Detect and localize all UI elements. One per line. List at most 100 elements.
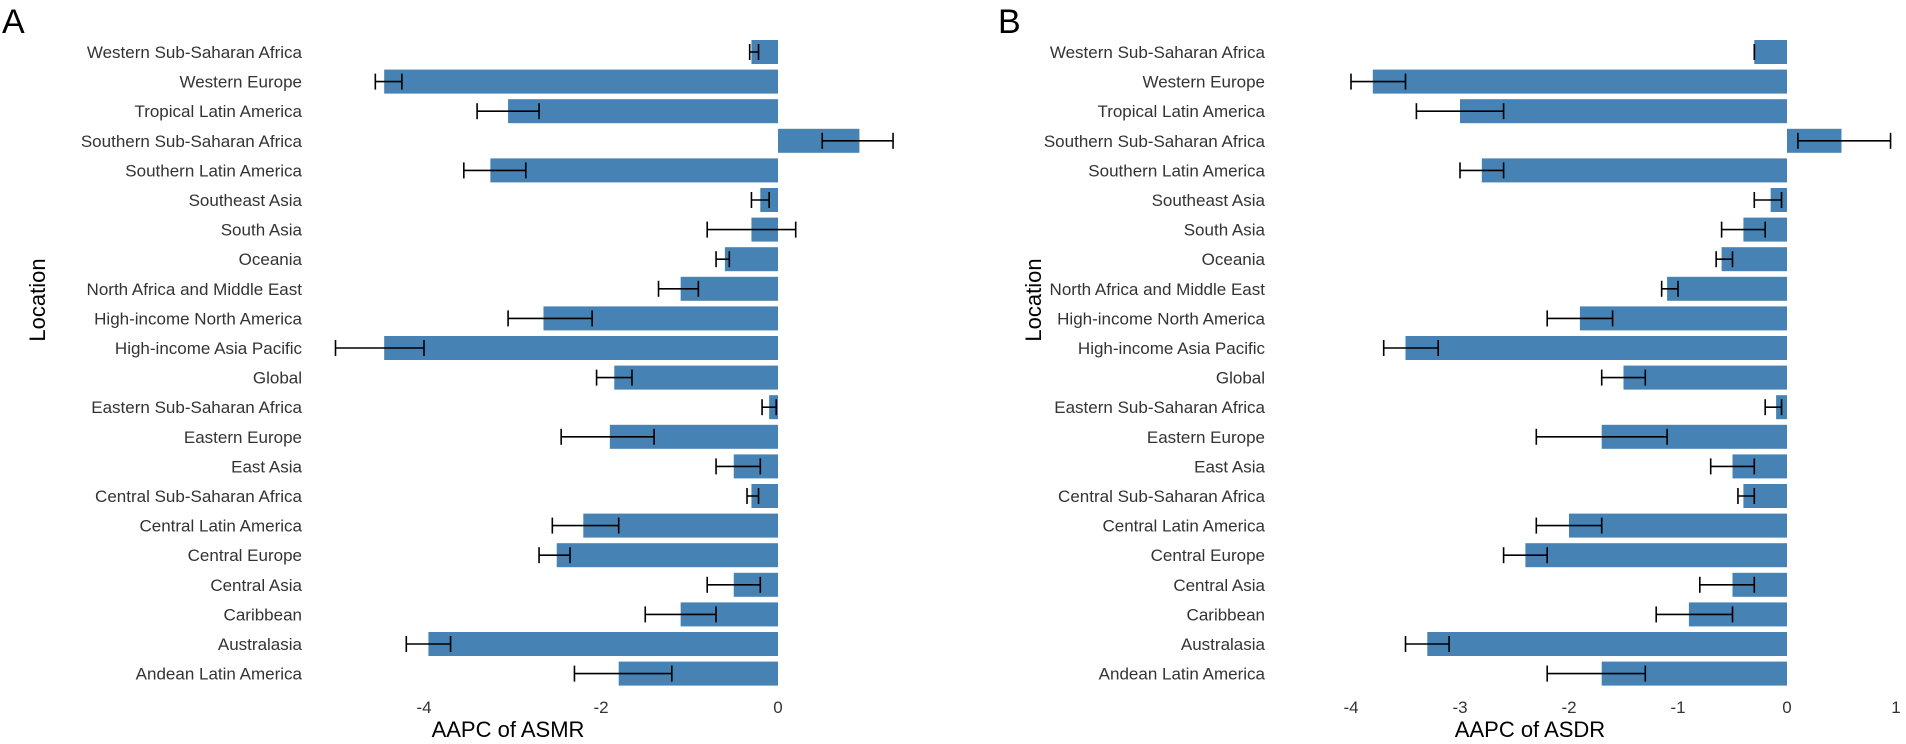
error-bar xyxy=(1382,340,1439,356)
category-label: Oceania xyxy=(1202,250,1266,269)
category-label: Central Sub-Saharan Africa xyxy=(1058,487,1265,506)
error-bar xyxy=(657,280,700,297)
error-bar xyxy=(1709,458,1756,475)
y-axis-title: Location xyxy=(1021,258,1046,341)
category-label: Andean Latin America xyxy=(1099,665,1266,684)
error-bar xyxy=(551,517,620,534)
error-bar xyxy=(746,488,760,504)
error-bar xyxy=(1737,488,1756,504)
error-bar xyxy=(1546,665,1647,682)
x-tick-label: -3 xyxy=(1452,698,1467,717)
error-bar xyxy=(538,547,571,564)
category-label: Central Latin America xyxy=(1102,517,1265,536)
bar xyxy=(724,247,778,272)
error-bar xyxy=(1600,369,1647,386)
error-bar xyxy=(463,162,527,179)
error-bar xyxy=(821,132,894,149)
category-label: East Asia xyxy=(231,457,302,476)
error-bar xyxy=(476,103,540,120)
category-label: Southern Latin America xyxy=(125,161,302,180)
category-label: Andean Latin America xyxy=(136,665,303,684)
bar xyxy=(508,99,778,124)
error-bar xyxy=(1797,132,1892,149)
error-bar xyxy=(334,340,425,356)
x-tick-label: -1 xyxy=(1670,698,1685,717)
x-axis-title: AAPC of ASDR xyxy=(1455,717,1605,742)
bar xyxy=(1754,40,1787,64)
error-bar xyxy=(1350,73,1407,90)
category-label: Southern Sub-Saharan Africa xyxy=(1044,132,1266,151)
bar xyxy=(384,69,778,94)
bar xyxy=(1427,632,1787,656)
bar xyxy=(1569,513,1787,538)
panel-b: B Location AAPC of ASDR Western Sub-Saha… xyxy=(998,3,1901,742)
category-label: Caribbean xyxy=(224,605,302,624)
error-bar xyxy=(715,251,731,268)
error-bar xyxy=(507,310,593,327)
x-tick-label: 1 xyxy=(1891,698,1900,717)
error-bar xyxy=(1415,103,1505,120)
category-label: Central Europe xyxy=(188,546,302,565)
panel-a: A Location AAPC of ASMR Western Sub-Saha… xyxy=(2,3,894,742)
error-bar xyxy=(761,399,778,416)
bar xyxy=(490,158,778,183)
error-bar xyxy=(1753,192,1783,208)
category-label: Central Asia xyxy=(210,576,302,595)
category-label: Southeast Asia xyxy=(189,191,303,210)
category-label: Australasia xyxy=(218,635,303,654)
error-bar xyxy=(1535,428,1668,445)
bar xyxy=(1623,365,1787,390)
bar xyxy=(428,632,778,656)
category-label: High-income North America xyxy=(1057,309,1265,328)
error-bar xyxy=(573,665,673,682)
error-bar xyxy=(405,636,452,652)
category-label: North Africa and Middle East xyxy=(1050,280,1266,299)
x-axis-title: AAPC of ASMR xyxy=(432,717,585,742)
category-label: Central Asia xyxy=(1173,576,1265,595)
panel-label: B xyxy=(998,3,1021,41)
category-label: Tropical Latin America xyxy=(1097,102,1265,121)
category-label: Global xyxy=(253,369,302,388)
x-tick-label: -2 xyxy=(593,698,608,717)
error-bar xyxy=(560,428,655,445)
category-label: High-income Asia Pacific xyxy=(1078,339,1266,358)
category-label: South Asia xyxy=(221,221,303,240)
category-label: East Asia xyxy=(1194,457,1265,476)
category-label: High-income Asia Pacific xyxy=(115,339,303,358)
category-label: North Africa and Middle East xyxy=(87,280,303,299)
error-bar xyxy=(1404,636,1450,652)
error-bar xyxy=(1660,280,1679,297)
bar xyxy=(1405,336,1787,360)
error-bar xyxy=(595,369,633,386)
category-label: Global xyxy=(1216,369,1265,388)
bar xyxy=(1372,69,1787,94)
error-bar xyxy=(374,73,403,90)
error-bar xyxy=(1535,517,1603,534)
category-label: Eastern Europe xyxy=(1147,428,1265,447)
error-bar xyxy=(706,221,797,238)
category-label: Western Sub-Saharan Africa xyxy=(1050,43,1266,62)
error-bar xyxy=(750,192,770,208)
error-bar xyxy=(644,606,717,623)
error-bar xyxy=(1459,162,1505,179)
category-label: Western Sub-Saharan Africa xyxy=(87,43,303,62)
bar xyxy=(384,336,778,360)
category-label: Southern Sub-Saharan Africa xyxy=(81,132,303,151)
x-tick-label: -4 xyxy=(1343,698,1358,717)
error-bar xyxy=(1502,547,1548,564)
bar xyxy=(1460,99,1787,124)
x-tick-label: 0 xyxy=(1782,698,1791,717)
category-label: Tropical Latin America xyxy=(134,102,302,121)
category-label: Caribbean xyxy=(1187,605,1265,624)
category-label: Western Europe xyxy=(1142,73,1265,92)
category-label: Western Europe xyxy=(179,73,302,92)
error-bar xyxy=(748,44,760,60)
bar xyxy=(1525,543,1787,568)
error-bar xyxy=(706,576,762,593)
bar xyxy=(1667,276,1787,301)
x-tick-label: -2 xyxy=(1561,698,1576,717)
error-bar xyxy=(1764,399,1783,416)
error-bar xyxy=(1655,606,1734,623)
category-label: Eastern Sub-Saharan Africa xyxy=(91,398,302,417)
